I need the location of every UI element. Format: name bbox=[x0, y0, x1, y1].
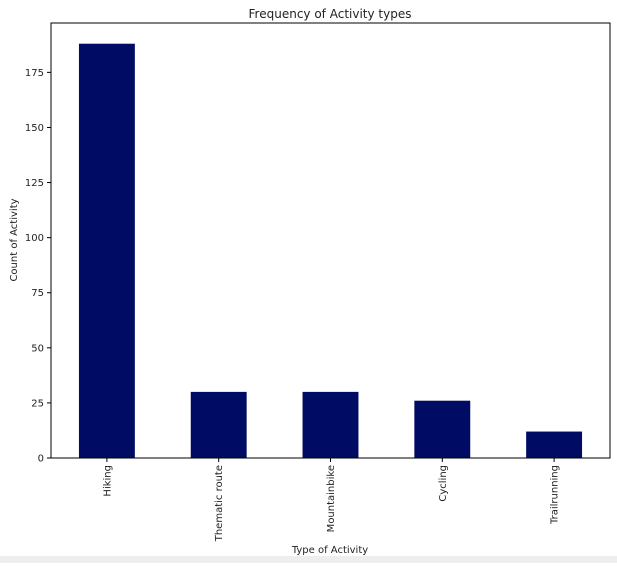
x-axis-label: Type of Activity bbox=[291, 545, 368, 556]
y-tick-label: 125 bbox=[25, 178, 44, 189]
x-tick-label: Hiking bbox=[102, 465, 113, 497]
y-tick-label: 100 bbox=[25, 233, 44, 244]
y-tick-label: 150 bbox=[25, 123, 44, 134]
y-tick-label: 25 bbox=[31, 398, 44, 409]
bar-hiking bbox=[78, 43, 135, 458]
window-bottom-band bbox=[0, 556, 617, 563]
x-tick-label: Thematic route bbox=[214, 465, 225, 542]
x-tick-label: Cycling bbox=[438, 465, 449, 502]
y-tick-label: 75 bbox=[31, 288, 44, 299]
bar-cycling bbox=[414, 400, 471, 458]
bar-trailrunning bbox=[526, 431, 583, 458]
x-tick-label: Trailrunning bbox=[550, 465, 561, 525]
y-axis-label: Count of Activity bbox=[9, 198, 20, 281]
bar-thematic-route bbox=[190, 391, 247, 458]
plot-frame bbox=[50, 22, 611, 459]
plot-area: Hiking Thematic route Mountainbike Cycling T… bbox=[25, 22, 611, 542]
y-tick-label: 0 bbox=[38, 454, 44, 465]
chart-title: Frequency of Activity types bbox=[249, 7, 412, 21]
x-tick-label: Mountainbike bbox=[326, 465, 337, 532]
y-tick-label: 175 bbox=[25, 68, 44, 79]
y-tick-label: 50 bbox=[31, 343, 44, 354]
bar-mountainbike bbox=[302, 391, 359, 458]
